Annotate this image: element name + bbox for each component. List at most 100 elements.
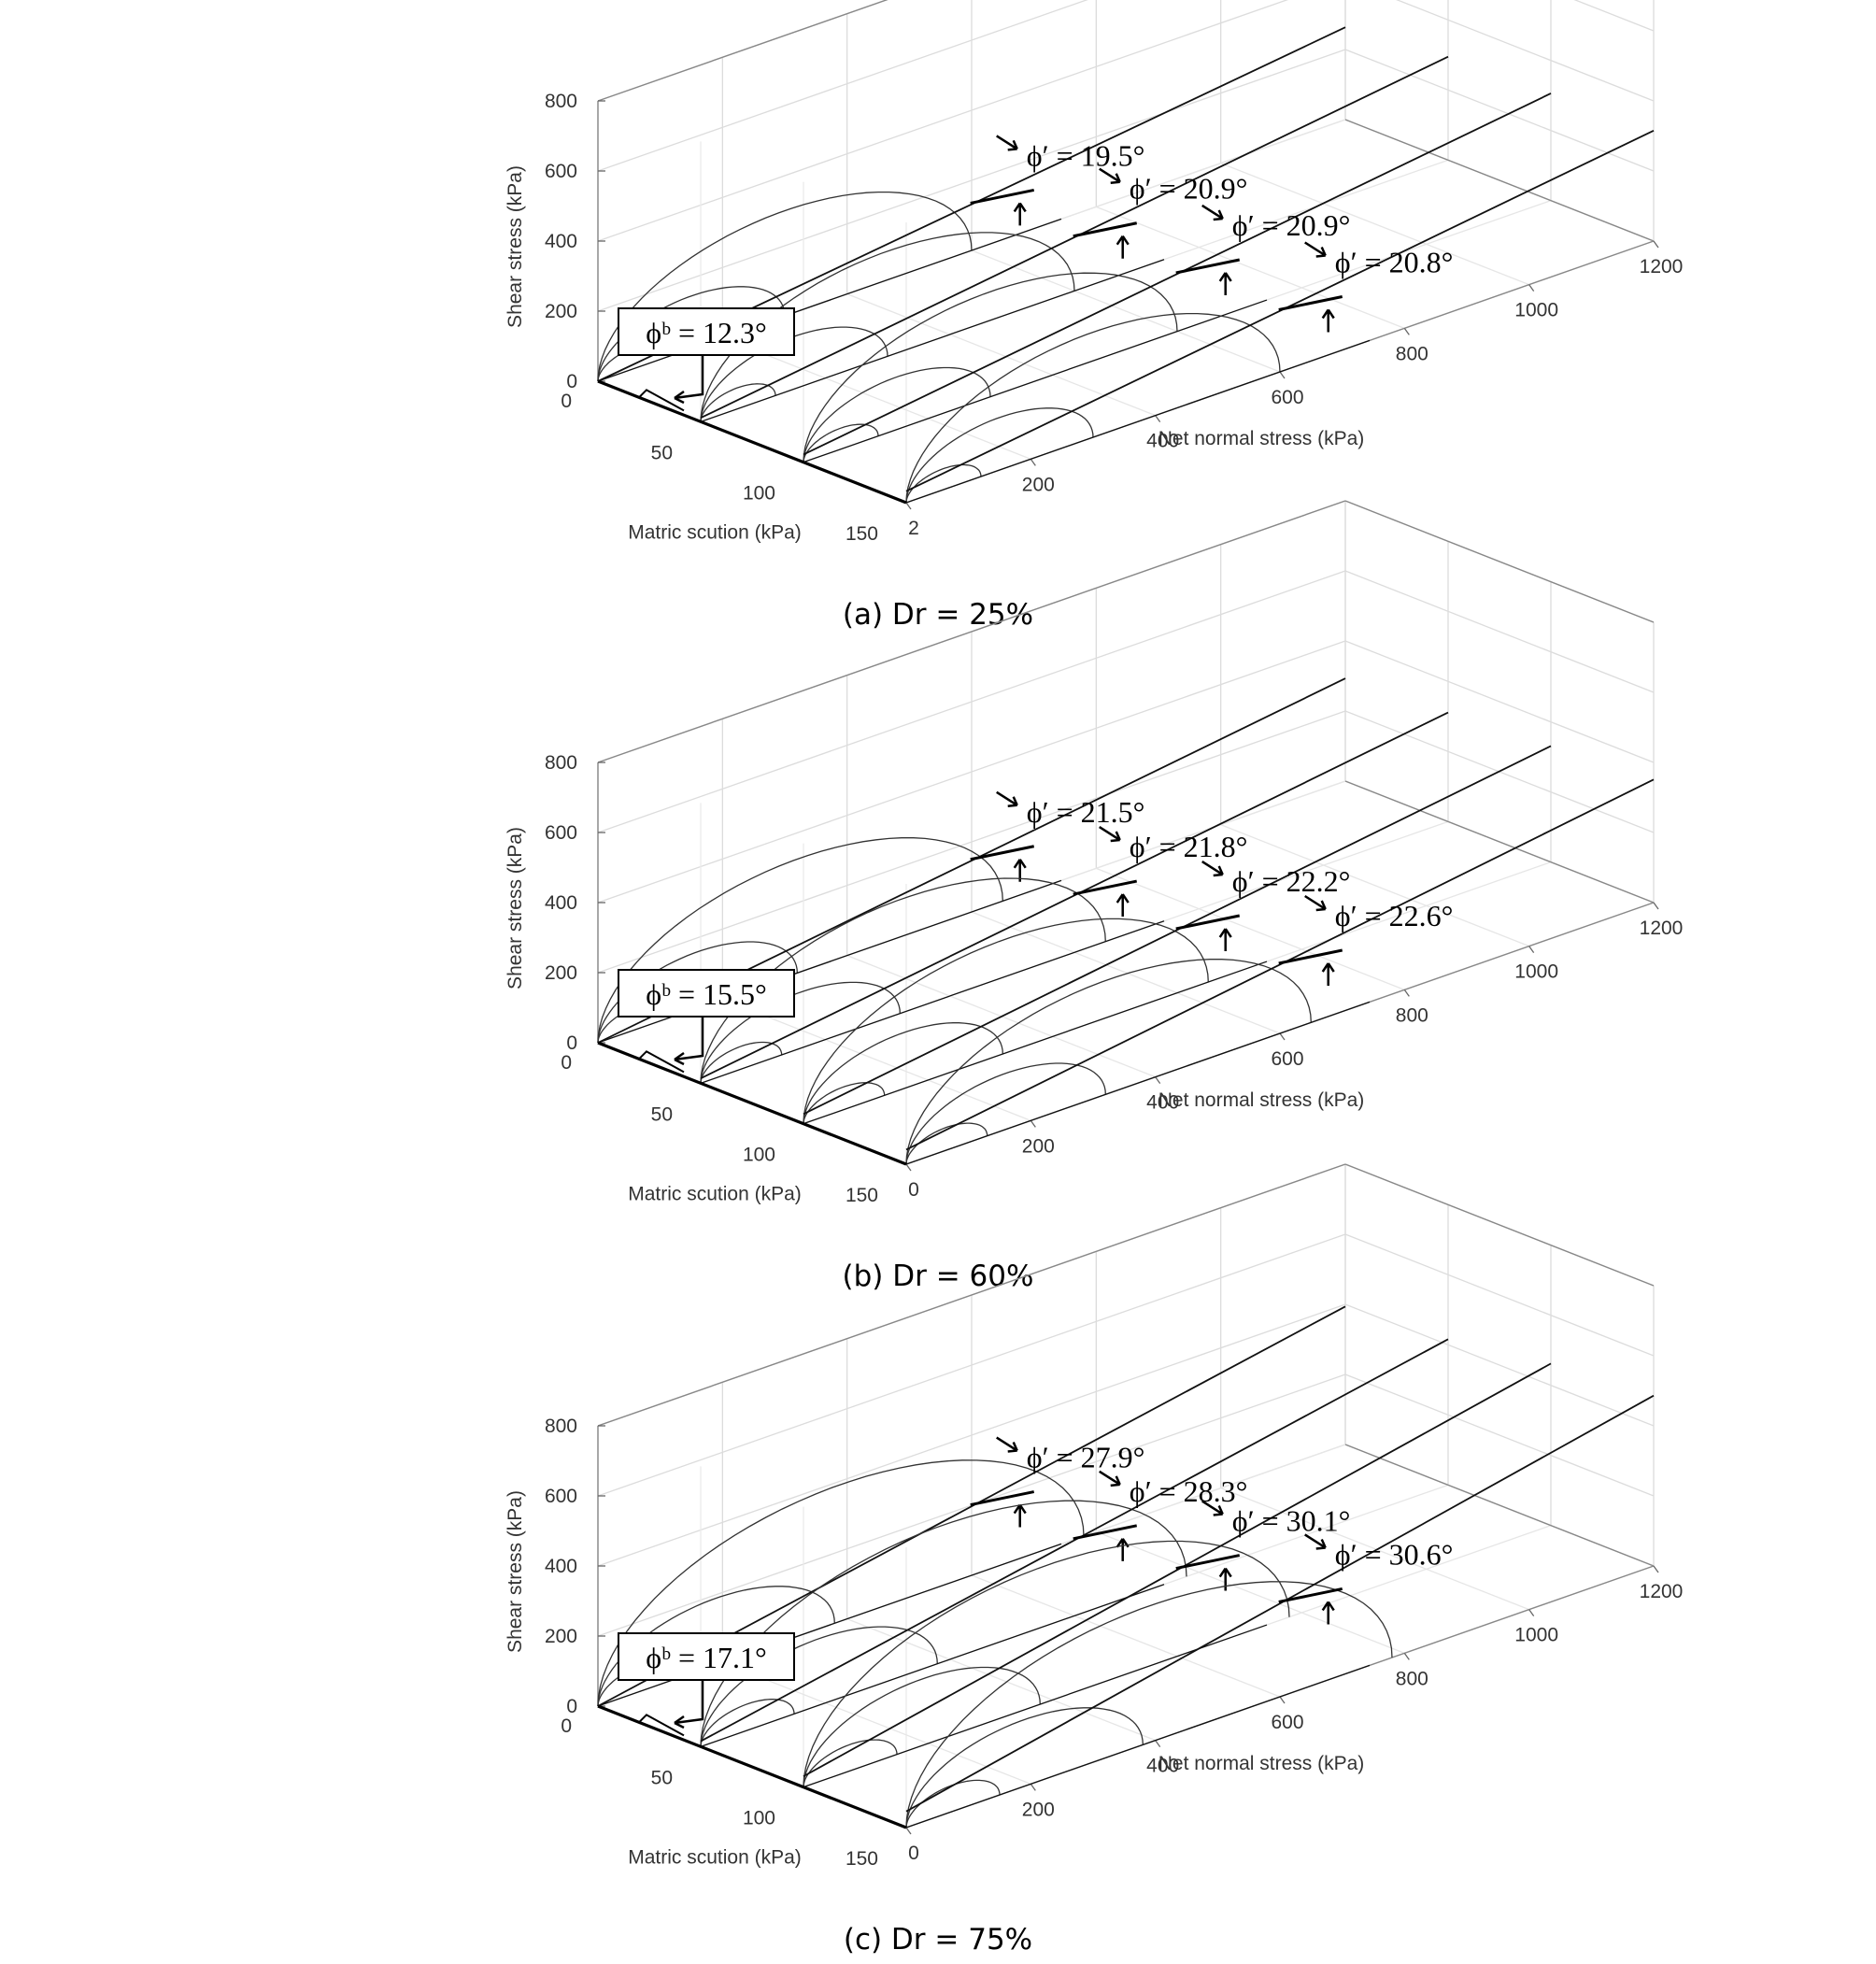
- arrow-icon: [1218, 1567, 1232, 1591]
- x-tick-label: 1000: [1514, 961, 1558, 983]
- y-tick-label: 100: [743, 483, 775, 505]
- z-axis-label: Shear stress (kPa): [505, 165, 526, 328]
- y-tick-label: 50: [651, 1767, 673, 1788]
- grid-line: [597, 49, 1346, 312]
- stress-axis-line: [700, 259, 1165, 422]
- z-tick-label: 0: [566, 1032, 577, 1054]
- arrow-icon: [1304, 1533, 1327, 1550]
- mohr-circle: [700, 1626, 938, 1747]
- x-tick-label: 0: [908, 1179, 919, 1201]
- arrow-icon: [674, 390, 685, 405]
- grid-line: [597, 570, 1346, 833]
- arrow-icon: [1116, 1538, 1130, 1561]
- x-tick: [905, 1163, 912, 1172]
- z-tick-label: 600: [545, 1486, 577, 1507]
- mohr-circle: [905, 1581, 1393, 1829]
- x-axis-label: Net normal stress (kPa): [1158, 1753, 1365, 1774]
- z-tick-label: 200: [545, 301, 577, 322]
- phi-prime-label: ϕ′ = 27.9°: [1027, 1441, 1145, 1474]
- z-tick-label: 600: [545, 822, 577, 844]
- failure-envelope: [803, 1362, 1552, 1777]
- stress-axis-line: [905, 1001, 1371, 1165]
- arrow-icon: [1218, 272, 1232, 295]
- grid-line: [597, 1303, 1346, 1567]
- stress-axis-line: [597, 879, 1062, 1044]
- phi-prime-label: ϕ′ = 30.1°: [1232, 1504, 1351, 1538]
- phi-prime-marker: [1073, 1524, 1138, 1541]
- y-tick-label: 50: [651, 1103, 673, 1125]
- stress-axis-line: [700, 1584, 1165, 1747]
- grid-line: [1344, 1373, 1655, 1497]
- stress-axis-line: [803, 1624, 1268, 1788]
- phi-prime-label: ϕ′ = 21.8°: [1130, 830, 1248, 863]
- arrow-icon: [674, 355, 704, 400]
- x-tick: [1528, 284, 1535, 292]
- x-tick: [905, 502, 912, 510]
- arrow-icon: [674, 1051, 685, 1066]
- y-axis-label: Matric scution (kPa): [628, 522, 802, 544]
- stress-axis-line: [597, 218, 1062, 382]
- mohr-circle: [905, 1122, 988, 1165]
- grid-line: [1344, 1303, 1655, 1427]
- phi-prime-label: ϕ′ = 20.9°: [1232, 208, 1351, 242]
- phi-b-box: [618, 969, 795, 1018]
- phi-prime-label: ϕ′ = 21.5°: [1027, 795, 1145, 829]
- grid-line: [722, 998, 1031, 1121]
- phi-prime-marker: [970, 1490, 1035, 1507]
- mohr-circle: [700, 383, 776, 422]
- arrow-icon: [1201, 860, 1224, 877]
- mohr-circle: [803, 272, 1178, 463]
- phi-prime-marker: [1278, 948, 1343, 965]
- x-tick-label: 1200: [1640, 918, 1684, 939]
- axis-edge: [597, 1163, 1346, 1427]
- arrow-icon: [1099, 825, 1121, 843]
- mohr-circle: [803, 1540, 1290, 1787]
- x-tick: [1653, 1565, 1659, 1573]
- grid-line: [1344, 570, 1655, 693]
- envelopes: ϕ′ = 21.5°ϕ′ = 21.8°ϕ′ = 22.2°ϕ′ = 22.6°: [597, 677, 1655, 1165]
- x-tick-label: 1200: [1640, 1581, 1684, 1602]
- mohr-circle: [803, 366, 991, 463]
- grid-line: [722, 336, 1031, 460]
- y-tick-label: 0: [561, 391, 572, 412]
- chart-panel-2: 0 200 400 600 800 0 50 100 150 0 200 400 600 800 1000 1…: [505, 500, 1684, 1293]
- x-tick-label: 600: [1271, 387, 1303, 408]
- x-tick: [1528, 946, 1535, 954]
- x-tick: [1653, 240, 1659, 249]
- arrow-icon: [1321, 308, 1335, 333]
- arrow-icon: [1099, 1470, 1121, 1487]
- mohr-circle: [700, 1500, 1187, 1747]
- grid: [597, 0, 1655, 504]
- envelopes: ϕ′ = 19.5°ϕ′ = 20.9°ϕ′ = 20.9°ϕ′ = 20.8°: [597, 26, 1655, 504]
- stress-axis-line: [803, 299, 1268, 463]
- axis-edge: [1344, 1163, 1655, 1287]
- mohr-circle: [597, 286, 786, 382]
- arrow-icon: [1116, 893, 1130, 918]
- x-tick-label: 800: [1396, 343, 1428, 364]
- phi-prime-marker: [1175, 914, 1241, 931]
- suction-envelope: [597, 1704, 907, 1829]
- mohr-circle: [905, 959, 1312, 1165]
- phi-b-marker: [638, 1714, 685, 1737]
- x-tick: [1279, 1696, 1286, 1704]
- panel-caption: (a) Dr = 25%: [843, 598, 1033, 632]
- x-tick: [905, 1827, 912, 1835]
- axis-edge: [597, 500, 1346, 763]
- mohr-circle: [905, 407, 1094, 504]
- phi-prime-label: ϕ′ = 22.6°: [1335, 899, 1454, 932]
- z-tick-label: 400: [545, 1556, 577, 1577]
- x-tick: [1030, 458, 1036, 466]
- chart-panel-3: 0 200 400 600 800 0 50 100 150 0 200 400 600 800 1000 1…: [505, 1163, 1684, 1957]
- x-tick: [1155, 1076, 1161, 1085]
- y-tick-label: 50: [651, 442, 673, 463]
- grid-line: [597, 0, 1289, 242]
- mohr-circle: [803, 918, 1209, 1124]
- axis-edge: [1344, 780, 1655, 904]
- failure-envelope: [905, 778, 1655, 1151]
- z-tick-label: 800: [545, 1416, 577, 1437]
- phi-prime-label: ϕ′ = 20.8°: [1335, 246, 1454, 279]
- arrow-icon: [1321, 1601, 1335, 1625]
- x-tick: [1403, 1652, 1410, 1660]
- y-tick-label: 150: [846, 1185, 878, 1206]
